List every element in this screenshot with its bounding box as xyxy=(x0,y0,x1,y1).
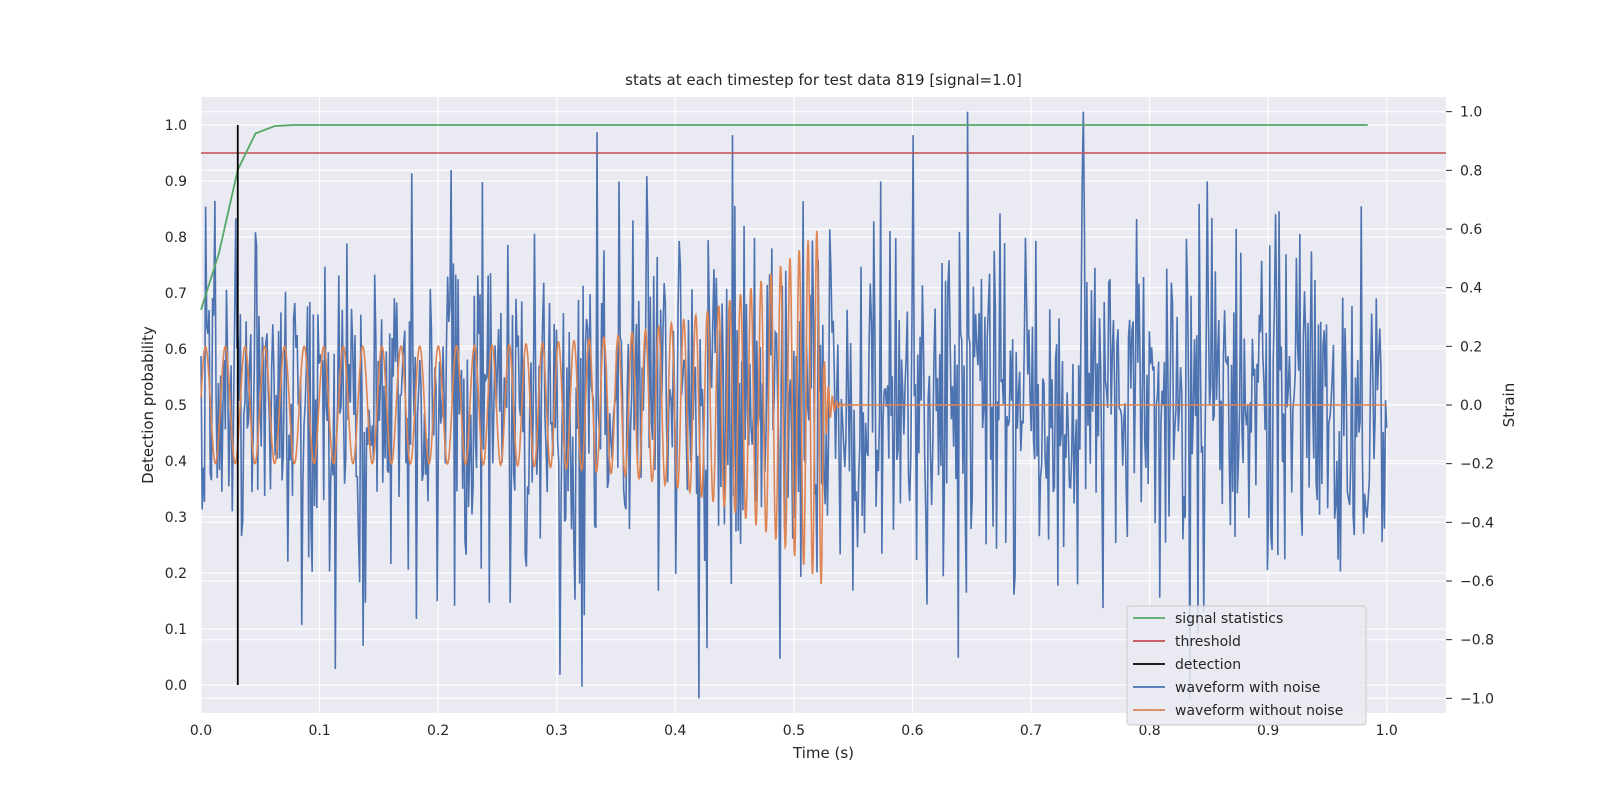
y-tick-label-left: 0.0 xyxy=(165,678,187,694)
ticks: 0.0 0.1 0.2 0.3 0.4 0.5 0.6 0.7 0.8 0.9 1.0 0.0 0.1 0… xyxy=(165,105,1494,739)
x-tick-label: 0.9 xyxy=(1257,723,1279,739)
legend-label: waveform with noise xyxy=(1175,680,1320,696)
y-tick-label-left: 0.9 xyxy=(165,174,187,190)
y-tick-label-left: 0.2 xyxy=(165,566,187,582)
y-axis-label-left: Detection probability xyxy=(139,326,157,484)
y-tick-label-right: −1.0 xyxy=(1460,691,1494,707)
y-tick-label-left: 0.6 xyxy=(165,342,187,358)
x-tick-label: 0.4 xyxy=(664,723,686,739)
y-tick-label-right: 0.6 xyxy=(1460,222,1482,238)
series-waveform-without-noise xyxy=(200,230,1387,585)
y-tick-label-left: 1.0 xyxy=(165,118,187,134)
y-tick-label-right: 0.4 xyxy=(1460,281,1482,297)
x-axis-label: Time (s) xyxy=(792,744,854,762)
series-layer xyxy=(200,111,1446,699)
y-tick-label-right: −0.4 xyxy=(1460,515,1494,531)
x-tick-label: 0.2 xyxy=(427,723,449,739)
x-tick-label: 0.7 xyxy=(1020,723,1042,739)
x-tick-label: 0.1 xyxy=(308,723,330,739)
y-tick-label-left: 0.3 xyxy=(165,510,187,526)
y-tick-label-right: −0.2 xyxy=(1460,457,1494,473)
x-tick-label: 0.0 xyxy=(190,723,212,739)
y-axis-label-right: Strain xyxy=(1500,383,1518,427)
legend-label: waveform without noise xyxy=(1175,703,1343,719)
y-tick-label-right: −0.8 xyxy=(1460,633,1494,649)
legend-label: signal statistics xyxy=(1175,611,1283,627)
x-tick-label: 0.5 xyxy=(783,723,805,739)
y-tick-label-right: 1.0 xyxy=(1460,105,1482,121)
y-tick-label-right: 0.0 xyxy=(1460,398,1482,414)
x-tick-label: 0.3 xyxy=(546,723,568,739)
legend-label: detection xyxy=(1175,657,1241,673)
x-tick-label: 0.6 xyxy=(901,723,923,739)
series-signal-statistics xyxy=(200,124,1368,311)
chart-title: stats at each timestep for test data 819… xyxy=(625,71,1022,89)
legend: signal statistics threshold detection wavef… xyxy=(1126,605,1367,726)
x-tick-label: 0.8 xyxy=(1138,723,1160,739)
legend-label: threshold xyxy=(1175,634,1241,650)
legend-box xyxy=(1126,605,1367,726)
y-tick-label-left: 0.5 xyxy=(165,398,187,414)
x-tick-label: 1.0 xyxy=(1376,723,1398,739)
y-tick-label-left: 0.1 xyxy=(165,622,187,638)
y-tick-label-right: 0.2 xyxy=(1460,339,1482,355)
y-tick-label-left: 0.7 xyxy=(165,286,187,302)
y-tick-label-left: 0.4 xyxy=(165,454,187,470)
y-tick-label-right: 0.8 xyxy=(1460,163,1482,179)
series-waveform-with-noise xyxy=(200,111,1388,699)
y-tick-label-right: −0.6 xyxy=(1460,574,1494,590)
y-tick-label-left: 0.8 xyxy=(165,230,187,246)
